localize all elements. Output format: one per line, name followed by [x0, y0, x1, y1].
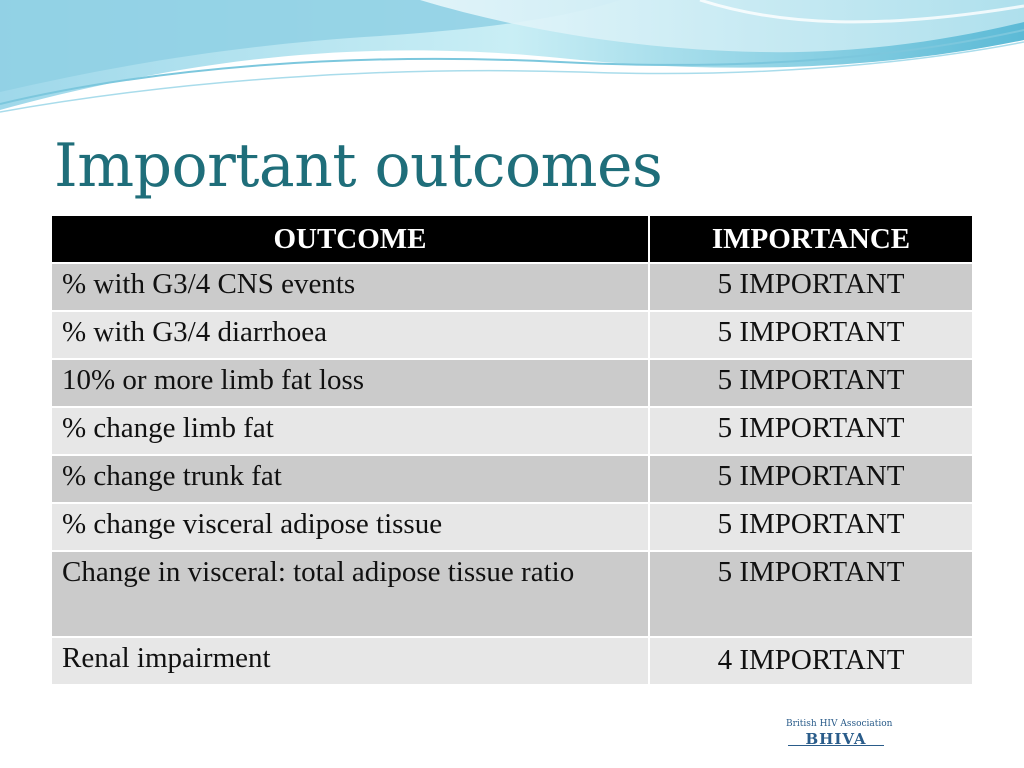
- logo-top-text: British HIV Association: [786, 719, 893, 729]
- table-row: % with G3/4 diarrhoea 5 IMPORTANT: [52, 311, 972, 360]
- table-row: % change visceral adipose tissue 5 IMPOR…: [52, 503, 972, 552]
- importance-cell: 5 IMPORTANT: [649, 551, 972, 638]
- outcome-cell: % with G3/4 diarrhoea: [52, 311, 650, 360]
- header-wave-decoration: [0, 0, 1024, 113]
- column-header-importance: IMPORTANCE: [649, 216, 972, 264]
- table-row: % change limb fat 5 IMPORTANT: [52, 407, 972, 456]
- outcome-cell: 10% or more limb fat loss: [52, 359, 650, 408]
- outcome-cell: % change trunk fat: [52, 455, 650, 504]
- outcome-cell: % change visceral adipose tissue: [52, 503, 650, 552]
- outcome-cell: % with G3/4 CNS events: [52, 263, 650, 312]
- table-row: % with G3/4 CNS events 5 IMPORTANT: [52, 263, 972, 312]
- importance-cell: 4 IMPORTANT: [649, 637, 972, 686]
- logo-bottom-text: BHIVA: [805, 730, 867, 748]
- importance-cell: 5 IMPORTANT: [649, 263, 972, 312]
- importance-cell: 5 IMPORTANT: [649, 359, 972, 408]
- page-title: Important outcomes: [54, 131, 663, 201]
- importance-cell: 5 IMPORTANT: [649, 407, 972, 456]
- outcome-cell: Renal impairment: [52, 637, 650, 686]
- table-row: Renal impairment 4 IMPORTANT: [52, 637, 972, 686]
- outcomes-table: OUTCOME IMPORTANCE % with G3/4 CNS event…: [52, 216, 972, 686]
- importance-cell: 5 IMPORTANT: [649, 503, 972, 552]
- table-row: Change in visceral: total adipose tissue…: [52, 551, 972, 638]
- table-row: 10% or more limb fat loss 5 IMPORTANT: [52, 359, 972, 408]
- outcome-cell: Change in visceral: total adipose tissue…: [52, 551, 650, 638]
- importance-cell: 5 IMPORTANT: [649, 311, 972, 360]
- logo-rule: [788, 745, 884, 746]
- importance-cell: 5 IMPORTANT: [649, 455, 972, 504]
- bhiva-logo: British HIV Association BHIVA: [786, 712, 893, 752]
- table-header-row: OUTCOME IMPORTANCE: [52, 216, 972, 264]
- column-header-outcome: OUTCOME: [52, 216, 650, 264]
- outcome-cell: % change limb fat: [52, 407, 650, 456]
- table-row: % change trunk fat 5 IMPORTANT: [52, 455, 972, 504]
